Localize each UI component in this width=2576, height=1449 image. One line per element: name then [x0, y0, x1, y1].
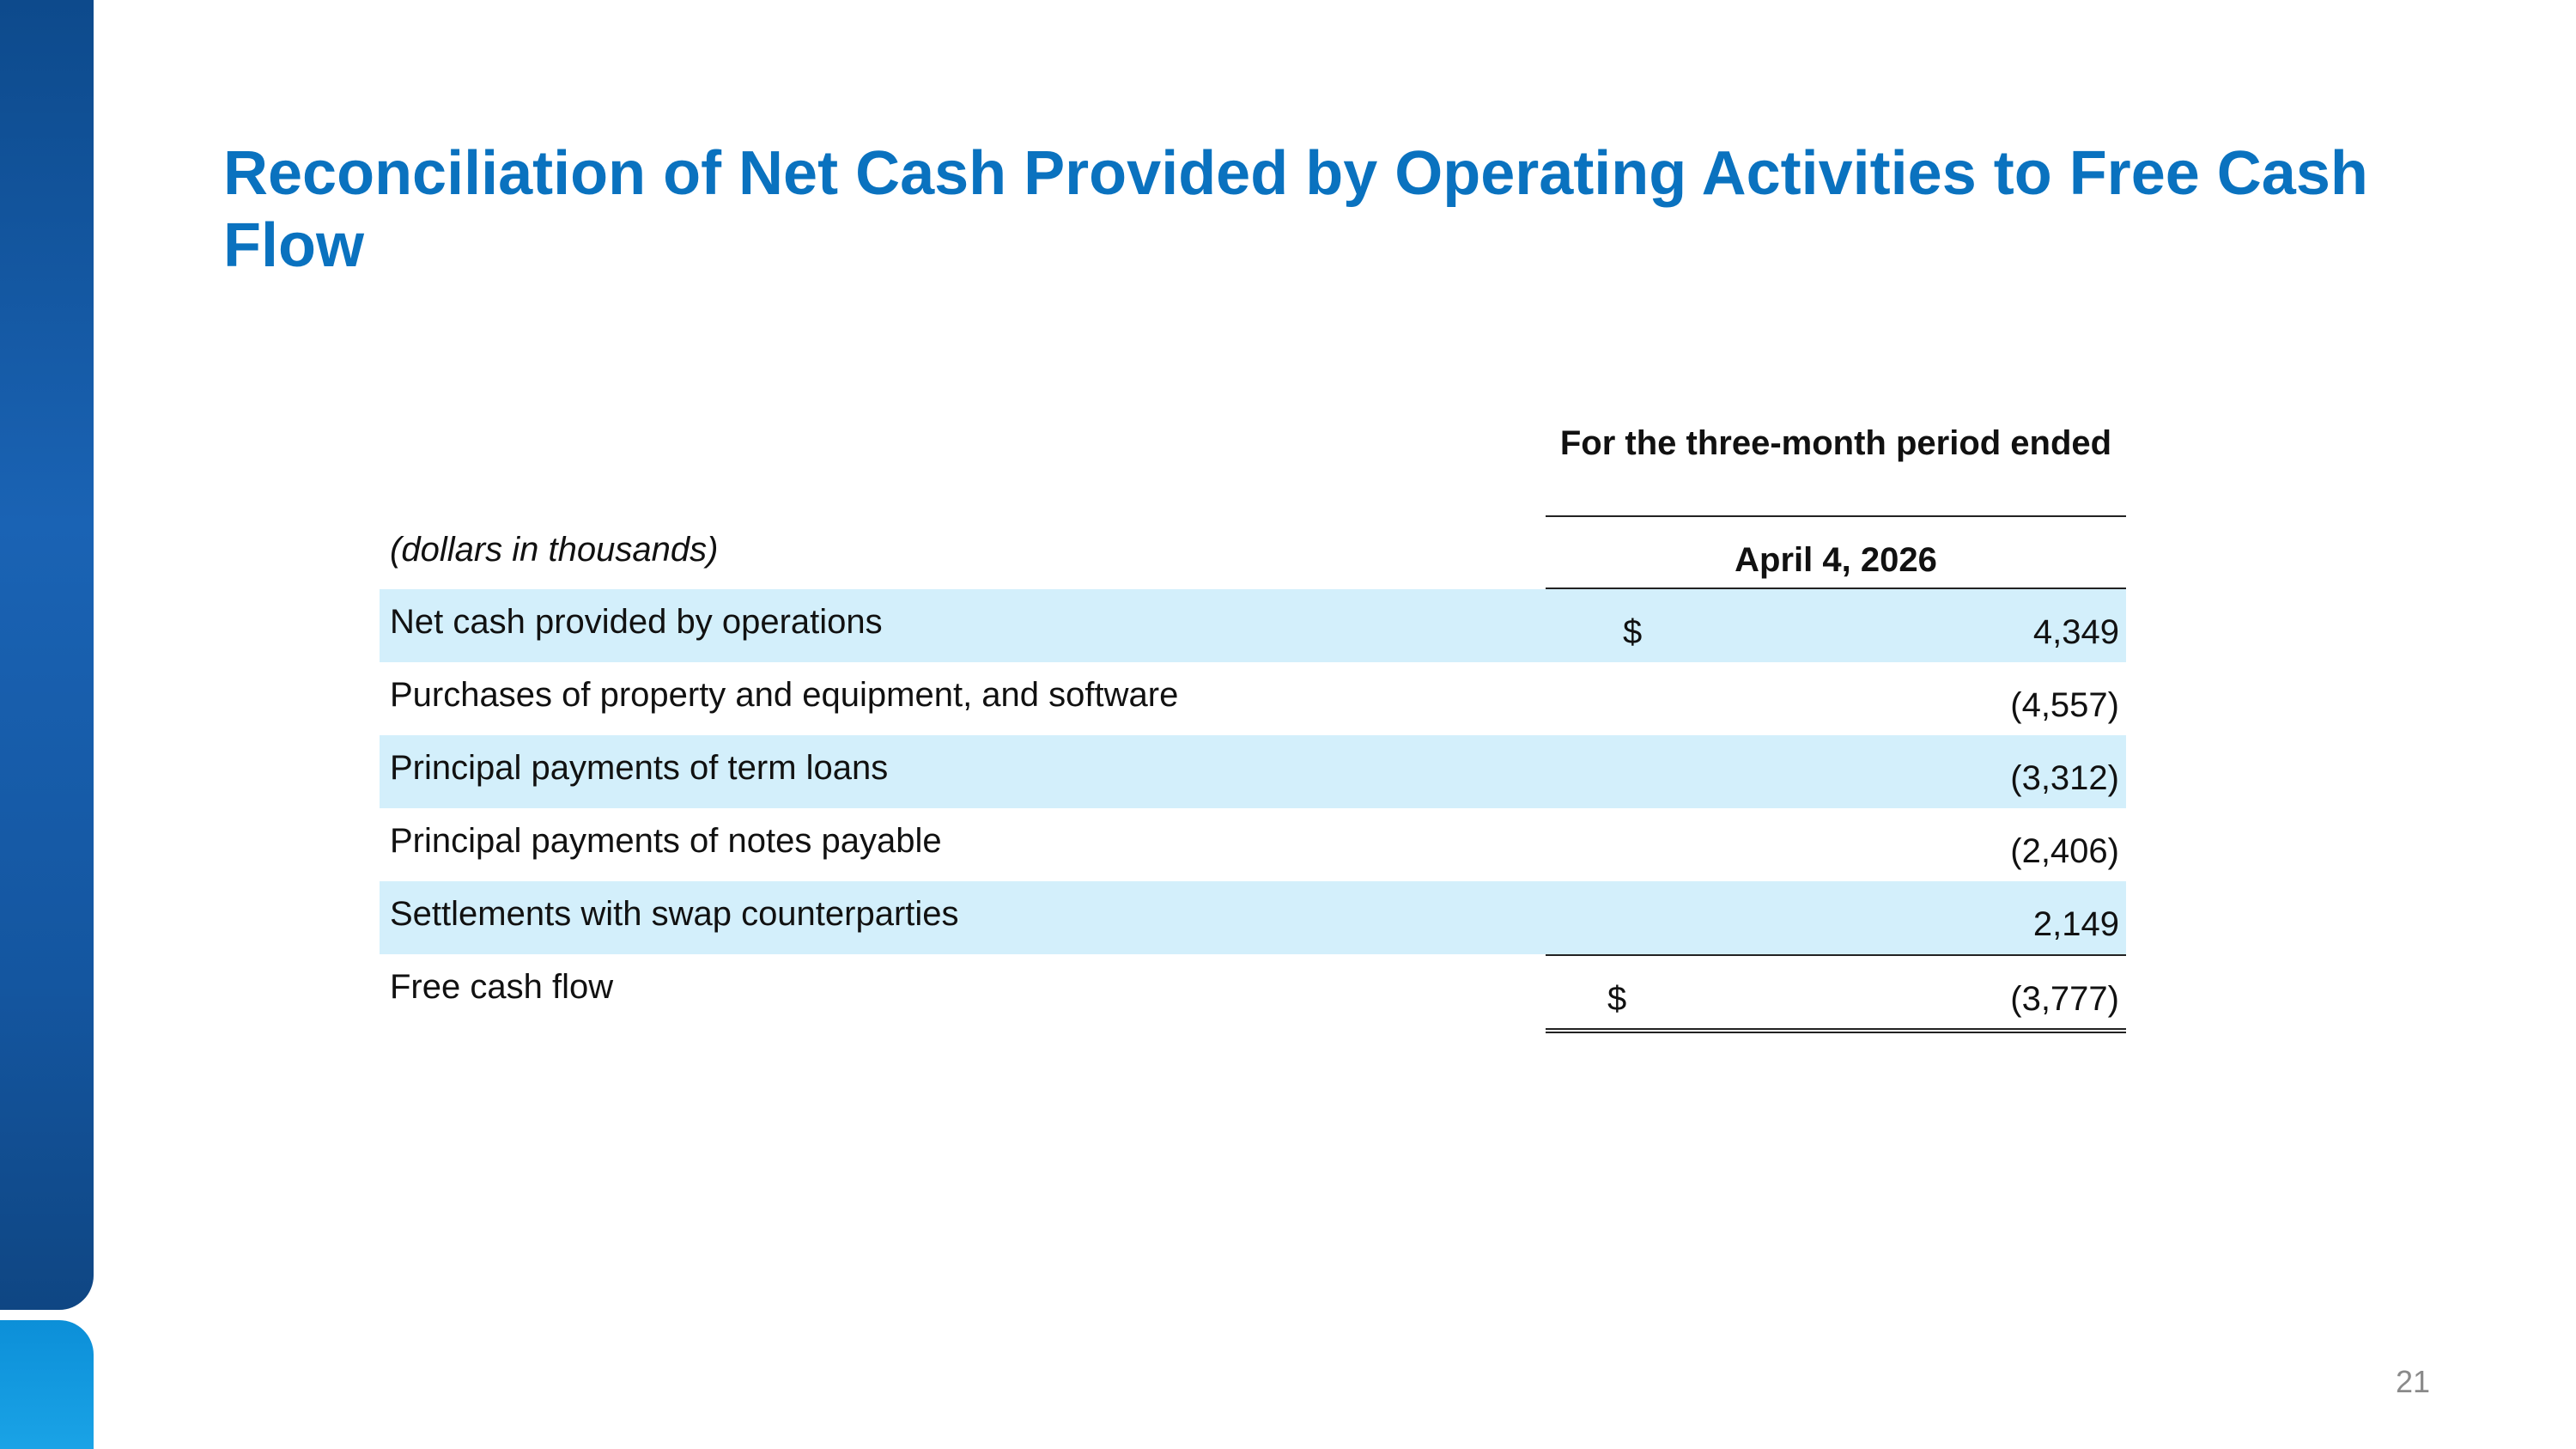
header-spacer [380, 416, 1546, 517]
currency-symbol: $ [1607, 980, 1627, 1018]
row-amount: 4,349 [2032, 613, 2119, 651]
side-accent-tab [0, 1320, 94, 1449]
table-row: Settlements with swap counterparties 2,1… [380, 881, 2126, 954]
row-label: Principal payments of term loans [390, 749, 889, 787]
free-cash-flow-table: For the three-month period ended (dollar… [380, 416, 2126, 1033]
row-amount: (3,312) [2010, 759, 2119, 797]
row-amount: 2,149 [2032, 905, 2119, 943]
total-amount: (3,777) [2010, 980, 2119, 1018]
row-value-cell: (4,557) [1546, 662, 2126, 735]
table-row: Purchases of property and equipment, and… [380, 662, 2126, 735]
table-row: Principal payments of notes payable (2,4… [380, 808, 2126, 881]
row-label: Purchases of property and equipment, and… [390, 676, 1179, 714]
table-header-date-row: (dollars in thousands) April 4, 2026 [380, 517, 2126, 589]
period-header: For the three-month period ended [1546, 416, 2126, 517]
row-value-cell: 2,149 [1546, 881, 2126, 954]
row-label: Net cash provided by operations [390, 603, 883, 641]
total-label: Free cash flow [390, 968, 614, 1006]
total-row: Free cash flow $ (3,777) [380, 954, 2126, 1033]
row-value-cell: (3,312) [1546, 735, 2126, 808]
page-number: 21 [2396, 1364, 2431, 1399]
row-label: Principal payments of notes payable [390, 822, 942, 860]
units-label: (dollars in thousands) [390, 531, 719, 569]
side-accent-bar [0, 0, 94, 1310]
table-row: Principal payments of term loans (3,312) [380, 735, 2126, 808]
page-title: Reconciliation of Net Cash Provided by O… [223, 139, 2368, 280]
table-row: Net cash provided by operations $ 4,349 [380, 589, 2126, 662]
table-header-period-row: For the three-month period ended [380, 416, 2126, 517]
row-amount: (2,406) [2010, 832, 2119, 870]
units-label-cell: (dollars in thousands) [380, 517, 1546, 589]
row-label: Settlements with swap counterparties [390, 895, 959, 933]
row-value-cell: $ 4,349 [1546, 589, 2126, 662]
total-value-cell: $ (3,777) [1546, 954, 2126, 1033]
date-header: April 4, 2026 [1546, 517, 2126, 589]
row-value-cell: (2,406) [1546, 808, 2126, 881]
currency-symbol: $ [1623, 613, 1643, 651]
row-amount: (4,557) [2010, 686, 2119, 724]
